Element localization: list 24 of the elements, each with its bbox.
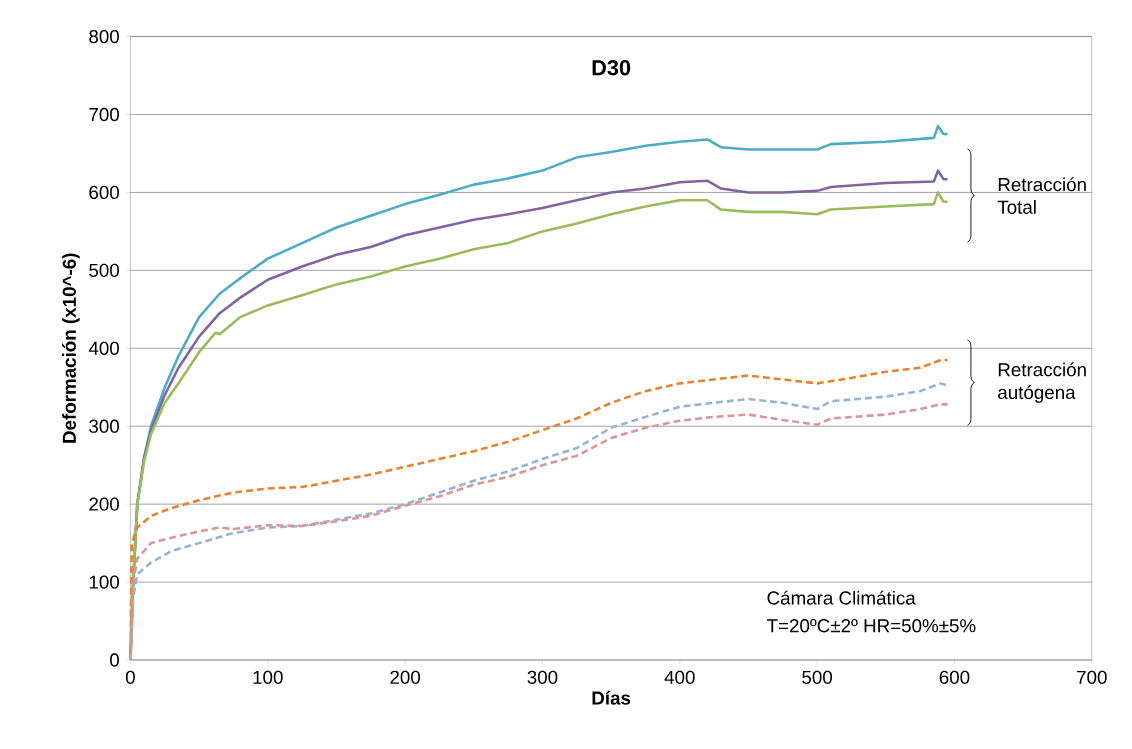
x-tick-label: 300 (527, 670, 558, 685)
x-tick-label: 0 (125, 670, 135, 685)
y-tick-label: 100 (89, 575, 119, 589)
x-tick-label: 100 (253, 670, 283, 685)
text: D30 (592, 60, 631, 76)
y-tick-label: 400 (88, 341, 119, 355)
annotation: Retracción autógena (998, 362, 1086, 403)
x-tick-label: 400 (664, 670, 695, 685)
annotation: T=20ºC±2º HR=50%±5% (767, 619, 976, 633)
x-tick-label: 500 (802, 670, 833, 685)
x-tick-label: 200 (390, 670, 421, 685)
x-axis-title: Días (592, 690, 631, 705)
annotation: Cámara Climática (767, 590, 916, 605)
y-tick-label: 800 (89, 29, 119, 44)
y-tick-label: 300 (89, 419, 119, 433)
y-tick-label: 200 (89, 497, 119, 511)
y-tick-label: 600 (89, 185, 119, 200)
x-tick-label: 700 (1077, 670, 1107, 685)
y-tick-label: 500 (89, 263, 119, 278)
annotation: Retracción Total (997, 177, 1086, 214)
y-tick-label: 0 (110, 653, 120, 667)
y-tick-label: 700 (89, 107, 119, 122)
x-tick-label: 600 (939, 670, 970, 685)
y-axis-title: Deformación (x10^-6) (62, 253, 80, 443)
